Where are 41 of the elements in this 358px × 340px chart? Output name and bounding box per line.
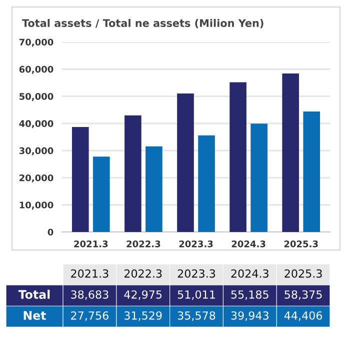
y-tick-label: 20,000 xyxy=(20,174,54,182)
legend-label: Net xyxy=(24,311,46,320)
bar xyxy=(72,127,89,232)
data-label: 31,529 xyxy=(124,311,162,321)
bar xyxy=(230,82,246,232)
bar xyxy=(124,115,142,232)
y-tick-label: 60,000 xyxy=(19,66,54,74)
category-label: 2025.3 xyxy=(284,269,322,278)
y-tick-label: 10,000 xyxy=(20,202,54,210)
legend-label: Total xyxy=(18,290,50,299)
data-label: 42,975 xyxy=(124,290,162,300)
x-tick-label: 2022.3 xyxy=(126,240,160,248)
bar xyxy=(250,124,268,232)
x-tick-label: 2025.3 xyxy=(284,240,318,248)
chart-title: Total assets / Total ne assets (Milion Yen) xyxy=(22,18,264,28)
y-tick-label: 50,000 xyxy=(20,93,54,101)
x-tick-label: 2024.3 xyxy=(232,240,266,248)
data-label: 51,011 xyxy=(178,290,215,300)
bar xyxy=(303,111,320,232)
y-tick-label: 40,000 xyxy=(19,120,54,128)
category-label: 2023.3 xyxy=(178,269,216,278)
data-label: 39,943 xyxy=(231,311,268,321)
data-label: 35,578 xyxy=(178,311,216,321)
data-label: 27,756 xyxy=(71,311,108,321)
y-tick-label: 30,000 xyxy=(19,147,54,156)
category-label: 2021.3 xyxy=(71,269,108,278)
x-tick-label: 2021.3 xyxy=(74,240,108,248)
category-label: 2024.3 xyxy=(231,269,268,278)
category-label: 2022.3 xyxy=(124,269,162,278)
bar xyxy=(198,135,215,232)
bar xyxy=(177,94,194,232)
data-label: 38,683 xyxy=(71,290,108,300)
data-label: 55,185 xyxy=(231,290,268,300)
y-tick-label: 70,000 xyxy=(19,38,54,47)
bar xyxy=(93,156,110,232)
data-label: 44,406 xyxy=(284,311,322,321)
bar xyxy=(146,146,162,232)
x-tick-label: 2023.3 xyxy=(179,240,213,248)
data-label: 58,375 xyxy=(284,290,322,300)
y-tick-label: 0 xyxy=(48,228,54,236)
bar xyxy=(282,74,299,232)
